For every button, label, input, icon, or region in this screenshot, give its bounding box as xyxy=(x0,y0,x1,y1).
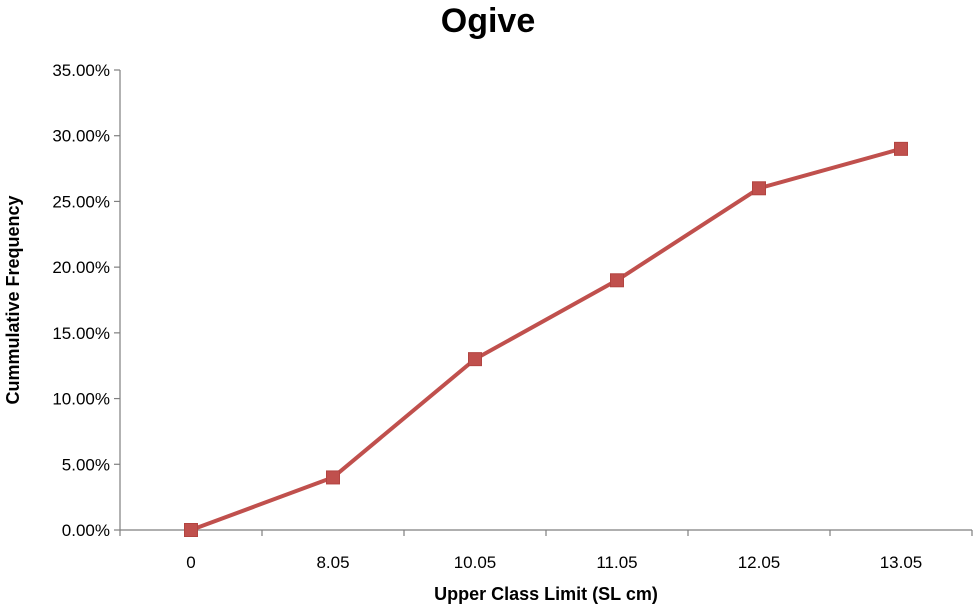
y-tick-label: 25.00% xyxy=(52,192,110,211)
axes xyxy=(114,69,973,536)
y-tick-label: 15.00% xyxy=(52,324,110,343)
y-tick-label: 35.00% xyxy=(52,61,110,80)
y-tick-label: 10.00% xyxy=(52,390,110,409)
x-tick-label: 13.05 xyxy=(880,553,923,572)
data-point-marker xyxy=(468,352,482,367)
y-tick-labels: 0.00% 5.00% 10.00% 15.00% 20.00% 25.00% 30.00%… xyxy=(52,61,110,540)
data-point-marker xyxy=(752,181,766,196)
series-line xyxy=(189,146,903,532)
x-axis-label: Upper Class Limit (SL cm) xyxy=(434,584,658,604)
chart-title: Ogive xyxy=(440,2,536,40)
x-tick-labels: 0 8.05 10.05 11.05 12.05 13.05 xyxy=(186,553,922,572)
data-point-marker xyxy=(610,273,624,288)
y-tick-label: 20.00% xyxy=(52,258,110,277)
x-tick-label: 8.05 xyxy=(316,553,349,572)
x-tick-label: 11.05 xyxy=(596,553,637,572)
x-tick-label: 0 xyxy=(186,553,195,572)
y-tick-label: 0.00% xyxy=(62,521,110,540)
y-tick-label: 30.00% xyxy=(52,127,110,146)
x-tick-label: 12.05 xyxy=(738,553,781,572)
data-point-marker xyxy=(184,523,198,537)
data-point-marker xyxy=(894,141,908,156)
data-point-marker xyxy=(326,470,340,485)
x-tick-label: 10.05 xyxy=(454,553,497,572)
y-tick-label: 5.00% xyxy=(62,455,110,474)
data-series xyxy=(184,141,908,537)
